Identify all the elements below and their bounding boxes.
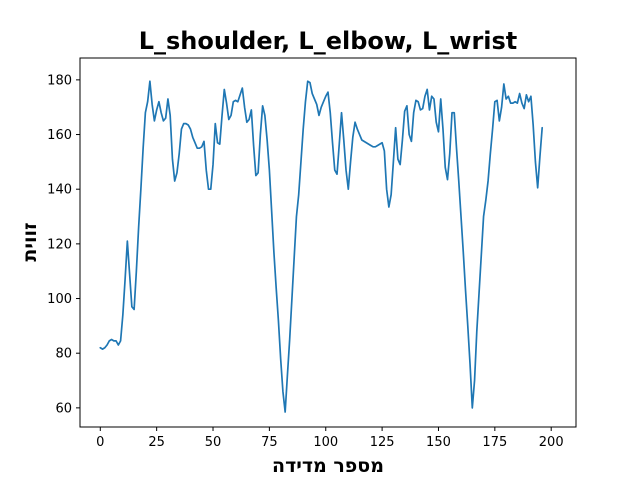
y-tick-label: 160 [47,128,72,143]
plot-area [99,80,544,413]
y-tick-label: 140 [47,183,72,198]
x-tick-label: 25 [148,435,165,450]
x-tick-label: 150 [426,435,451,450]
y-axis: 60 80 100 120 140 160 180 [47,73,80,416]
x-tick-label: 50 [205,435,222,450]
series-line-1 [99,80,544,413]
x-tick-label: 0 [96,435,104,450]
axes-frame [79,57,577,428]
y-tick-label: 100 [47,292,72,307]
y-tick-label: 60 [55,401,72,416]
y-tick-label: 80 [55,347,72,362]
x-tick-label: 125 [370,435,395,450]
y-tick-label: 180 [47,73,72,88]
x-tick-label: 175 [482,435,507,450]
x-axis: 0 25 50 75 100 125 150 175 200 [96,427,564,450]
chart-title: L_shoulder, L_elbow, L_wrist [139,27,518,55]
y-axis-label: זווית [19,222,41,261]
y-tick-label: 120 [47,237,72,252]
x-tick-label: 75 [261,435,278,450]
x-tick-label: 100 [313,435,338,450]
x-tick-label: 200 [539,435,564,450]
x-axis-label: מספר מדידה [272,455,384,477]
